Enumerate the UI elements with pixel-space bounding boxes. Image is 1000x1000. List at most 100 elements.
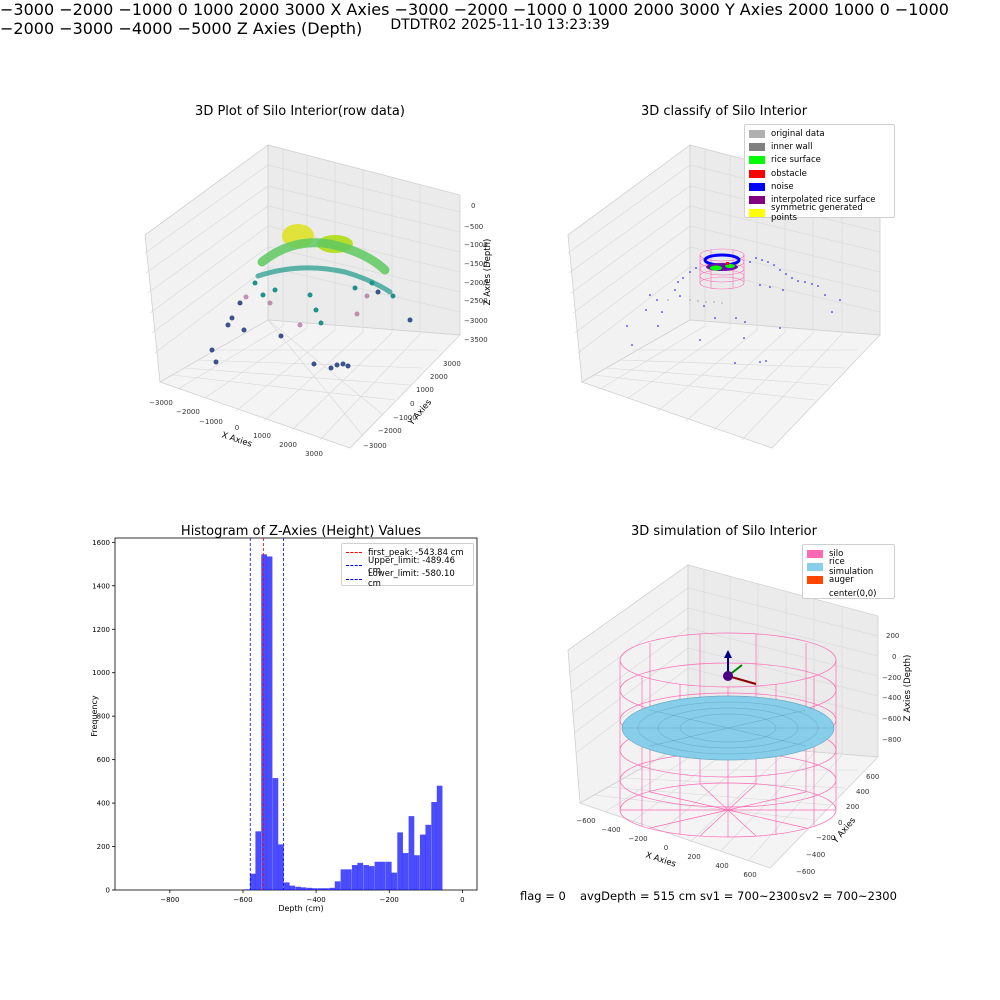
- classify-z-tick: −2000: [0, 19, 55, 38]
- histogram-y-tick-label: 1400: [92, 582, 110, 590]
- classify-y-tick: 3000: [679, 0, 720, 19]
- flag-status: flag = 0: [520, 889, 566, 903]
- legend-label: obstacle: [771, 168, 807, 179]
- legend-label: silo: [829, 548, 844, 559]
- legend-entry: center(0,0): [807, 587, 890, 600]
- histogram-bar: [380, 861, 386, 890]
- simulation-z-label: Z Axies (Depth): [903, 655, 913, 722]
- depth-histogram[interactable]: −800 −600 −400 −200 0 0 200 400 600 800 1000 1200 1…: [80, 535, 490, 920]
- raw-x-tick: 2000: [279, 441, 297, 449]
- classify-x-tick: 3000: [284, 0, 326, 19]
- raw-z-tick: −3500: [464, 336, 488, 344]
- histogram-bar: [431, 802, 437, 890]
- simulation-y-tick: 600: [866, 773, 879, 781]
- raw-x-tick: −3000: [149, 399, 173, 407]
- histogram-bar: [414, 855, 420, 890]
- histogram-bar: [351, 865, 358, 890]
- simulation-z-tick: −200: [882, 674, 901, 682]
- histogram-x-label: Depth (cm): [278, 904, 323, 913]
- legend-entry: original data: [749, 127, 890, 140]
- legend-label: rice surface: [771, 155, 821, 166]
- classify-y-tick: 0: [572, 0, 583, 19]
- avg-depth-status: avgDepth = 515 cm: [580, 889, 697, 903]
- histogram-bar: [385, 861, 392, 890]
- histogram-bar: [317, 888, 324, 890]
- sv1-status: sv1 = 700~2300: [700, 889, 798, 903]
- legend-entry: Lower_limit: -580.10 cm: [346, 569, 469, 589]
- raw-3d-scatter[interactable]: −3000 −2000 −1000 0 1000 2000 3000 X Axi…: [120, 130, 510, 460]
- legend-line: [346, 578, 362, 580]
- histogram-bar: [283, 882, 290, 890]
- simulation-x-tick: −600: [576, 817, 595, 825]
- histogram-bar: [306, 887, 313, 890]
- legend-entry: inner wall: [749, 140, 890, 153]
- classify-x-tick: −3000: [0, 0, 55, 19]
- classify-plot-title: 3D classify of Silo Interior: [640, 104, 808, 119]
- histogram-bar: [272, 778, 279, 890]
- simulation-x-tick: −400: [601, 826, 620, 834]
- histogram-title: Histogram of Z-Axies (Height) Values: [180, 524, 422, 539]
- classify-x-label: X Axies: [330, 0, 390, 19]
- histogram-y-tick-label: 1200: [92, 626, 110, 634]
- simulation-y-tick: −600: [796, 868, 815, 876]
- histogram-y-tick-label: 600: [97, 756, 110, 764]
- simulation-z-tick: 200: [886, 632, 899, 640]
- raw-y-tick: −1000: [393, 414, 417, 422]
- classify-y-ticks: −3000 −2000 −1000 0 1000 2000 3000: [395, 0, 725, 19]
- legend-swatch: [749, 129, 765, 138]
- histogram-y-tick-label: 400: [97, 800, 110, 808]
- simulation-y-tick: 400: [856, 788, 869, 796]
- legend-swatch: [807, 562, 823, 571]
- legend-entry: rice surface: [749, 154, 890, 167]
- simulation-y-tick: 200: [846, 803, 859, 811]
- histogram-x-tick-label: −800: [160, 896, 179, 904]
- classify-x-ticks: −3000 −2000 −1000 0 1000 2000 3000: [0, 0, 330, 19]
- classify-y-tick: −1000: [513, 0, 568, 19]
- histogram-bar: [244, 889, 250, 890]
- legend-swatch: [807, 590, 823, 598]
- histogram-x-tick-label: −600: [233, 896, 252, 904]
- histogram-bar: [249, 873, 256, 890]
- histogram-bar: [340, 869, 347, 890]
- classify-y-tick: 2000: [633, 0, 675, 19]
- rice-surface-mesh: [622, 701, 834, 755]
- legend-label: original data: [771, 128, 825, 139]
- legend-label: center(0,0): [829, 588, 877, 599]
- histogram-bar: [357, 862, 364, 890]
- histogram-y-ticks: 0 200 400 600 800 1000 1200 1400 1600: [92, 539, 115, 895]
- auger-axes-icon: [723, 650, 757, 685]
- simulation-y-label: Y Axies: [830, 815, 858, 846]
- sv2-status: sv2 = 700~2300: [799, 889, 897, 903]
- legend-label: interpolated rice surface: [771, 195, 876, 206]
- raw-y-tick: 1000: [416, 386, 434, 394]
- classify-y-tick: −3000: [394, 0, 449, 19]
- raw-z-tick: −1000: [464, 241, 488, 249]
- histogram-bar: [266, 556, 273, 890]
- histogram-x-tick-label: 0: [460, 896, 464, 904]
- raw-y-tick: −2000: [378, 427, 402, 435]
- raw-y-tick: 0: [410, 400, 414, 408]
- raw-y-tick: 3000: [443, 360, 461, 368]
- simulation-x-tick: 600: [743, 871, 756, 879]
- simulation-x-ticks: −600 −400 −200 0 200 400 600: [576, 817, 756, 879]
- legend-label: symmetric generated points: [771, 203, 863, 224]
- legend-swatch: [749, 196, 765, 205]
- legend-entry: symmetric generated points: [749, 203, 890, 223]
- histogram-bar: [329, 887, 335, 890]
- legend-label: noise: [771, 181, 794, 192]
- histogram-bar: [391, 872, 398, 890]
- legend-label: auger: [829, 575, 854, 586]
- histogram-bar: [261, 554, 267, 890]
- classify-z-tick: 1000: [833, 0, 875, 19]
- silo-3d-simulation[interactable]: −600 −400 −200 0 200 400 600 X Axies −60…: [560, 560, 930, 880]
- histogram-bar: [397, 832, 403, 890]
- histogram-bar: [402, 853, 409, 890]
- raw-x-tick: 0: [235, 424, 239, 432]
- histogram-y-tick-label: 1000: [92, 669, 110, 677]
- simulation-y-tick: −200: [816, 834, 835, 842]
- histogram-x-ticks: −800 −600 −400 −200 0: [160, 890, 465, 904]
- classify-x-tick: −1000: [118, 0, 173, 19]
- histogram-y-tick-label: 1600: [92, 539, 110, 547]
- raw-y-tick: 2000: [430, 373, 448, 381]
- figure-title: DTDTR02 2025-11-10 13:23:39: [390, 17, 610, 33]
